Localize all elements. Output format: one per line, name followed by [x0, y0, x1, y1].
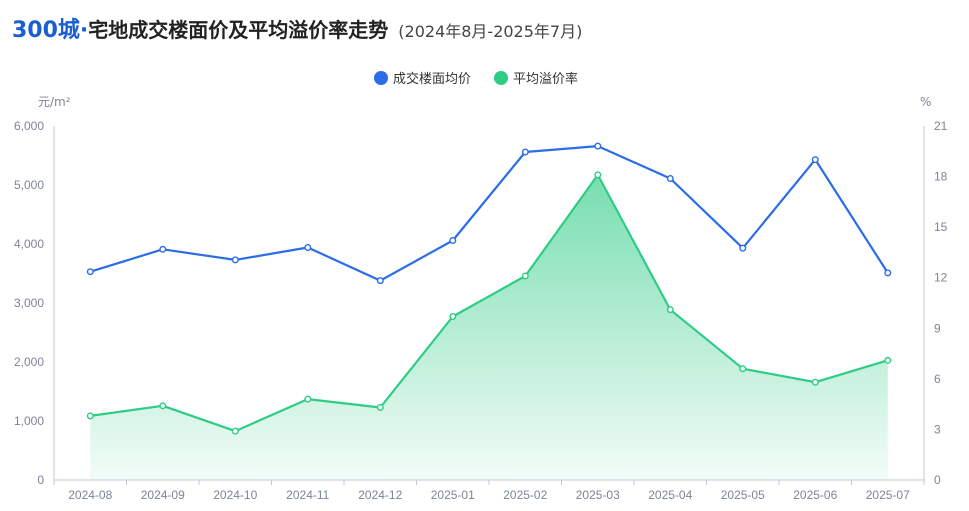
- premium-area: [90, 174, 888, 480]
- premium-data-point[interactable]: [376, 404, 384, 412]
- legend[interactable]: 成交楼面均价 平均溢价率: [374, 71, 578, 87]
- x-tick-label: 2024-10: [213, 488, 257, 502]
- y-left-unit: 元/m²: [38, 95, 71, 109]
- price-data-point[interactable]: [811, 156, 819, 164]
- price-data-point[interactable]: [159, 245, 167, 253]
- premium-data-point[interactable]: [666, 306, 674, 314]
- x-tick-label: 2024-08: [68, 488, 112, 502]
- legend-item-price[interactable]: 成交楼面均价: [374, 71, 471, 87]
- legend-marker-premium: [494, 71, 508, 85]
- x-tick-label: 2024-12: [358, 488, 402, 502]
- x-ticks: 2024-08 2024-09 2024-10 2024-11 2024-12 2025-…: [53, 480, 925, 502]
- price-data-point[interactable]: [376, 277, 384, 285]
- x-tick-label: 2025-06: [793, 488, 837, 502]
- y-right-tick-label: 6: [934, 372, 941, 386]
- y-right-tick-label: 15: [934, 220, 948, 234]
- premium-data-point[interactable]: [86, 412, 94, 420]
- premium-data-point[interactable]: [521, 272, 529, 280]
- premium-data-point[interactable]: [811, 378, 819, 386]
- y-right-tick-label: 18: [934, 170, 948, 184]
- premium-series-line: [90, 173, 889, 433]
- price-data-point[interactable]: [86, 268, 94, 276]
- price-series-line: [89, 145, 889, 282]
- y-right-tick-label: 3: [934, 422, 941, 436]
- legend-label-price: 成交楼面均价: [393, 71, 471, 87]
- y-left-tick-label: 4,000: [14, 237, 44, 251]
- y-right-tick-label: 9: [934, 321, 941, 335]
- x-tick-label: 2024-11: [286, 488, 329, 502]
- premium-data-point[interactable]: [304, 395, 312, 403]
- price-data-point[interactable]: [884, 269, 892, 277]
- y-right-ticks: 0 3 6 9 12 15 18 21: [934, 119, 948, 487]
- title-main: 宅地成交楼面价及平均溢价率走势: [88, 18, 389, 42]
- y-left-tick-label: 5,000: [14, 178, 44, 192]
- legend-item-premium[interactable]: 平均溢价率: [494, 71, 578, 87]
- x-tick-label: 2025-01: [431, 488, 475, 502]
- y-left-tick-label: 2,000: [14, 355, 44, 369]
- x-tick-label: 2025-03: [576, 488, 620, 502]
- legend-label-premium: 平均溢价率: [513, 71, 578, 87]
- chart-title: 300城· 宅地成交楼面价及平均溢价率走势 (2024年8月-2025年7月): [12, 12, 582, 44]
- premium-data-point[interactable]: [159, 402, 167, 410]
- x-tick-label: 2025-07: [866, 488, 910, 502]
- y-right-tick-label: 12: [934, 271, 948, 285]
- y-left-tick-label: 1,000: [14, 414, 44, 428]
- y-left-tick-label: 6,000: [14, 119, 44, 133]
- price-data-point[interactable]: [521, 148, 529, 156]
- x-tick-label: 2024-09: [141, 488, 185, 502]
- y-left-tick-label: 0: [37, 473, 44, 487]
- price-data-point[interactable]: [449, 236, 457, 244]
- series-lines: [89, 145, 889, 433]
- x-tick-label: 2025-04: [648, 488, 692, 502]
- title-accent: 300城·: [12, 18, 89, 43]
- title-period: (2024年8月-2025年7月): [398, 22, 583, 41]
- premium-data-point[interactable]: [884, 356, 892, 364]
- premium-data-point[interactable]: [231, 427, 239, 435]
- y-right-tick-label: 21: [934, 119, 948, 133]
- legend-marker-price: [374, 71, 388, 85]
- premium-area-fill: [90, 174, 888, 480]
- y-right-tick-label: 0: [934, 473, 941, 487]
- premium-data-point[interactable]: [449, 313, 457, 321]
- series-points[interactable]: [86, 142, 892, 435]
- price-data-point[interactable]: [231, 256, 239, 264]
- price-data-point[interactable]: [739, 244, 747, 252]
- premium-data-point[interactable]: [739, 365, 747, 373]
- price-data-point[interactable]: [666, 174, 674, 182]
- x-tick-label: 2025-05: [721, 488, 765, 502]
- price-data-point[interactable]: [304, 243, 312, 251]
- y-right-unit: %: [920, 95, 931, 109]
- y-left-tick-label: 3,000: [14, 296, 44, 310]
- price-data-point[interactable]: [594, 142, 602, 150]
- x-tick-label: 2025-02: [503, 488, 547, 502]
- y-left-ticks: 0 1,000 2,000 3,000 4,000 5,000 6,000: [14, 119, 44, 487]
- premium-data-point[interactable]: [594, 171, 602, 179]
